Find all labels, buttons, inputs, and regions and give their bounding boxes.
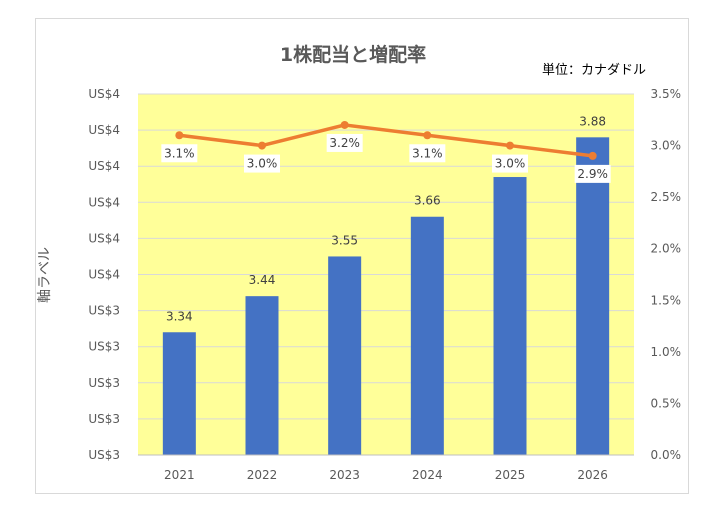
left-tick-label: US$4 bbox=[88, 159, 120, 173]
chart-title: 1株配当と増配率 bbox=[279, 44, 427, 66]
line-data-label: 3.2% bbox=[329, 136, 360, 150]
left-tick-label: US$4 bbox=[88, 231, 120, 245]
line-label-box bbox=[244, 154, 280, 173]
line-label-box bbox=[574, 164, 611, 183]
bar-data-label: 3.88 bbox=[579, 114, 606, 128]
right-tick-label: 0.5% bbox=[651, 396, 682, 410]
line-path bbox=[179, 123, 593, 158]
line-point bbox=[175, 131, 184, 140]
x-tick-label: 2024 bbox=[412, 468, 443, 482]
right-tick-label: 0.0% bbox=[651, 448, 682, 462]
line-point bbox=[340, 120, 349, 129]
left-tick-label: US$4 bbox=[88, 87, 120, 101]
right-tick-label: 1.5% bbox=[651, 293, 682, 307]
bar-data-label: 3.66 bbox=[414, 194, 441, 208]
left-tick-label: US$3 bbox=[88, 304, 120, 318]
bar bbox=[576, 137, 610, 455]
left-tick-label: US$3 bbox=[88, 448, 120, 462]
line-label-box bbox=[492, 154, 528, 173]
x-tick-label: 2026 bbox=[577, 468, 608, 482]
line-point bbox=[258, 141, 266, 150]
bar-series bbox=[162, 137, 610, 455]
line-point bbox=[506, 141, 514, 150]
data-labels: 3.34 3.44 3.55 3.66 3.88 3.1% 3.0% 3.2% 3.1% 3.0%… bbox=[161, 114, 611, 323]
axes: US$3 US$3 US$3 US$3 US$3 US$4 US$4 US$4 US$4 US$4… bbox=[88, 87, 681, 482]
bar-data-label: 3.55 bbox=[331, 233, 358, 247]
line-series bbox=[175, 120, 597, 160]
left-tick-label: US$4 bbox=[88, 123, 120, 137]
line-label-box bbox=[161, 144, 198, 163]
bar bbox=[245, 296, 279, 455]
left-tick-label: US$3 bbox=[88, 340, 120, 354]
left-tick-label: US$3 bbox=[88, 376, 120, 390]
line-point bbox=[588, 151, 597, 160]
x-tick-label: 2021 bbox=[164, 468, 195, 482]
line-data-label: 3.0% bbox=[247, 157, 278, 171]
right-tick-label: 3.0% bbox=[651, 139, 682, 153]
right-tick-label: 2.0% bbox=[651, 242, 682, 256]
x-tick-label: 2022 bbox=[247, 468, 278, 482]
x-tick-label: 2025 bbox=[495, 468, 526, 482]
left-tick-label: US$4 bbox=[88, 268, 120, 282]
line-data-label: 3.0% bbox=[495, 157, 526, 171]
unit-note: 単位：カナダドル bbox=[542, 63, 647, 78]
x-tick-label: 2023 bbox=[329, 468, 360, 482]
bar-data-label: 3.44 bbox=[249, 273, 276, 287]
left-tick-label: US$3 bbox=[88, 412, 120, 426]
gridlines bbox=[138, 93, 634, 420]
right-tick-label: 3.5% bbox=[651, 87, 682, 101]
bar bbox=[328, 256, 362, 455]
bar bbox=[162, 332, 196, 455]
line-data-label: 3.1% bbox=[164, 146, 195, 160]
line-point bbox=[423, 131, 432, 140]
right-tick-label: 1.0% bbox=[651, 345, 682, 359]
bar bbox=[493, 177, 527, 455]
right-tick-label: 2.5% bbox=[651, 190, 682, 204]
line-data-label: 2.9% bbox=[577, 167, 608, 181]
line-label-box bbox=[409, 144, 446, 163]
line-data-label: 3.1% bbox=[412, 146, 443, 160]
left-tick-label: US$4 bbox=[88, 195, 120, 209]
bar-data-label: 3.34 bbox=[166, 309, 193, 323]
line-label-box bbox=[326, 133, 363, 152]
bar bbox=[410, 216, 444, 455]
